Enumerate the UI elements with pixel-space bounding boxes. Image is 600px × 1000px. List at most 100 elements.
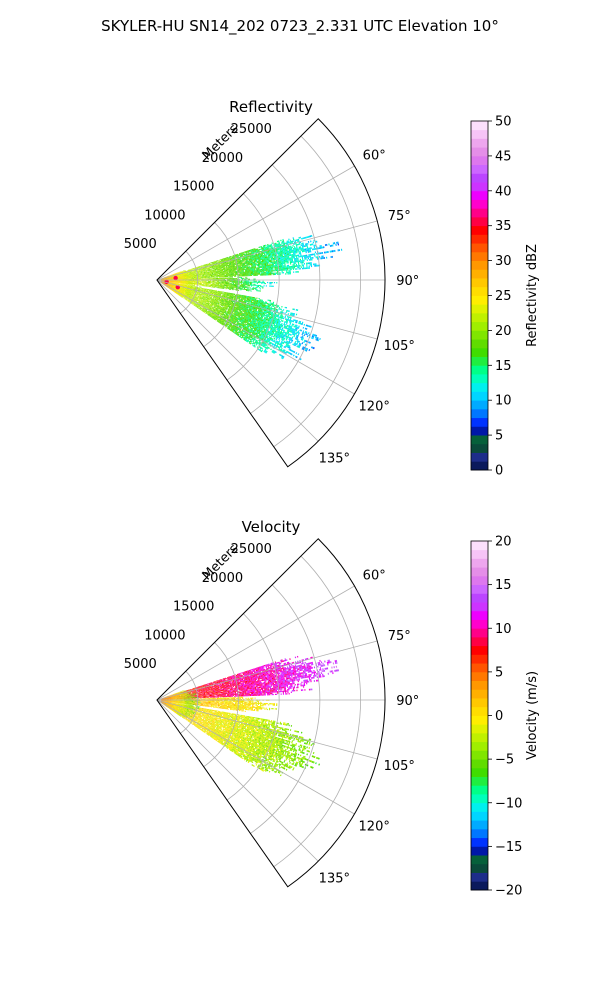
gate — [320, 257, 322, 260]
gate — [278, 256, 280, 259]
gate — [288, 266, 290, 268]
gate — [271, 251, 274, 254]
gate — [192, 273, 194, 274]
gate — [249, 274, 252, 276]
gate — [243, 258, 246, 260]
gate — [221, 277, 223, 279]
gate — [257, 272, 259, 274]
gate — [227, 287, 230, 289]
gate — [256, 257, 258, 259]
gate — [225, 287, 227, 289]
gate — [275, 266, 277, 268]
gate — [199, 270, 202, 271]
gate — [211, 284, 213, 286]
gate — [228, 285, 230, 287]
gate — [190, 271, 192, 272]
gate — [255, 287, 257, 290]
gate — [276, 240, 279, 243]
gate — [198, 267, 200, 269]
gate — [221, 275, 223, 276]
gate — [227, 257, 229, 259]
region-north-branch — [160, 234, 343, 280]
gate — [230, 273, 232, 275]
gate — [289, 271, 291, 274]
gate — [203, 281, 205, 282]
gate — [259, 270, 262, 272]
gate — [258, 267, 260, 269]
gate — [253, 261, 256, 263]
gate — [258, 253, 260, 256]
gate — [276, 266, 278, 268]
gate — [253, 263, 255, 265]
gate — [232, 257, 234, 259]
gate — [296, 271, 298, 273]
gate — [297, 250, 299, 252]
gate — [204, 270, 206, 271]
gate — [211, 282, 213, 283]
gate — [249, 268, 251, 270]
gate — [296, 259, 298, 261]
gate — [292, 252, 295, 255]
gate — [226, 277, 228, 279]
gate — [202, 280, 204, 282]
gate — [240, 284, 242, 286]
gate — [273, 253, 275, 256]
gate — [237, 259, 239, 262]
gate — [283, 251, 285, 254]
gate — [268, 272, 270, 275]
gate — [216, 280, 219, 282]
gate — [230, 285, 232, 287]
gate — [211, 275, 213, 277]
gate — [227, 283, 229, 285]
gate — [307, 256, 309, 258]
gate — [271, 261, 273, 264]
gate — [244, 265, 246, 268]
gate — [219, 276, 221, 278]
gate — [293, 256, 296, 259]
gate — [232, 283, 234, 285]
gate — [264, 273, 266, 275]
gate — [241, 286, 243, 288]
gate — [222, 292, 224, 294]
gate — [293, 266, 296, 269]
gate — [238, 267, 241, 269]
gate — [214, 284, 216, 285]
gate — [305, 248, 308, 250]
gate — [250, 296, 252, 298]
gate — [230, 285, 232, 286]
gate — [251, 258, 253, 260]
gate — [266, 269, 268, 271]
gate — [214, 262, 216, 264]
gate — [251, 261, 254, 263]
gate — [253, 265, 255, 267]
gate — [280, 269, 282, 271]
gate — [194, 272, 196, 274]
gate — [186, 270, 189, 271]
gate — [244, 275, 246, 277]
gate — [257, 290, 259, 292]
gate — [254, 270, 256, 272]
gate — [209, 274, 211, 276]
gate — [281, 257, 283, 259]
gate — [235, 283, 237, 284]
gate — [293, 249, 295, 251]
gate — [205, 278, 207, 280]
gate — [242, 285, 245, 287]
gate — [298, 266, 300, 269]
gate — [242, 253, 245, 256]
gate — [319, 245, 321, 248]
gate — [225, 262, 227, 264]
gate — [277, 258, 280, 260]
gate — [282, 240, 285, 242]
gate — [227, 277, 229, 279]
gate — [245, 267, 247, 269]
gate — [251, 255, 253, 257]
gate — [249, 261, 251, 263]
gate — [278, 255, 280, 257]
gate — [310, 243, 313, 246]
gate — [238, 255, 240, 257]
gate — [228, 278, 230, 280]
gate — [235, 269, 237, 271]
gate — [239, 273, 241, 275]
gate — [221, 283, 223, 285]
